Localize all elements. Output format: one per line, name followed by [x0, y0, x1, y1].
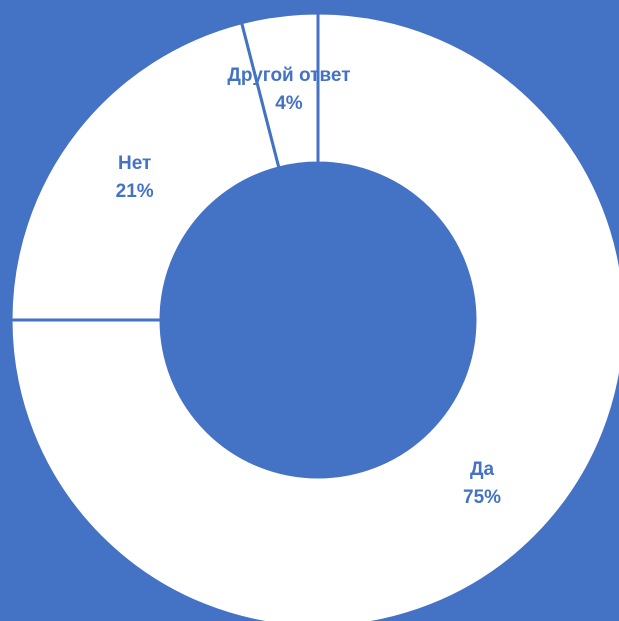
slice [239, 11, 320, 170]
value-label: 21% [116, 181, 154, 202]
value-label: 75% [463, 487, 501, 508]
slice-label: Да [470, 459, 495, 480]
value-label: 4% [275, 93, 303, 114]
slice [9, 20, 281, 322]
slice [9, 11, 619, 621]
slice-label: Нет [118, 153, 151, 174]
slice-label: Другой ответ [227, 65, 350, 86]
